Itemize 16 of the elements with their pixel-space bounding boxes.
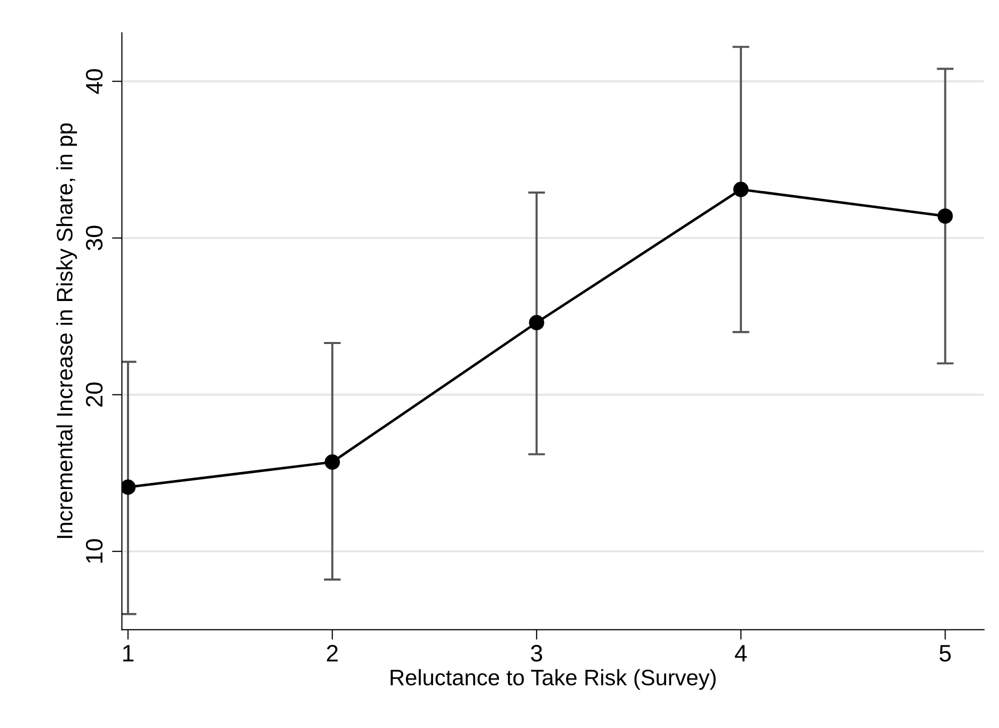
point [324,454,340,470]
point [122,480,136,495]
point [528,314,544,330]
point [938,208,953,224]
y-axis-title: Incremental Increase in Risky Share, in pp [56,123,77,538]
point [733,182,749,198]
y-tick-label: 30 [86,226,103,250]
y-tick-label: 10 [86,539,103,563]
x-tick-label: 1 [123,645,134,662]
y-tick-label: 20 [86,382,103,407]
x-tick-label: 2 [326,644,338,662]
x-axis-title: Reluctance to Take Risk (Survey) [390,669,716,690]
x-tick-label: 4 [734,645,747,662]
x-tick-label: 3 [530,644,542,662]
x-tick-label: 5 [940,645,951,662]
y-tick-label: 40 [86,69,103,94]
